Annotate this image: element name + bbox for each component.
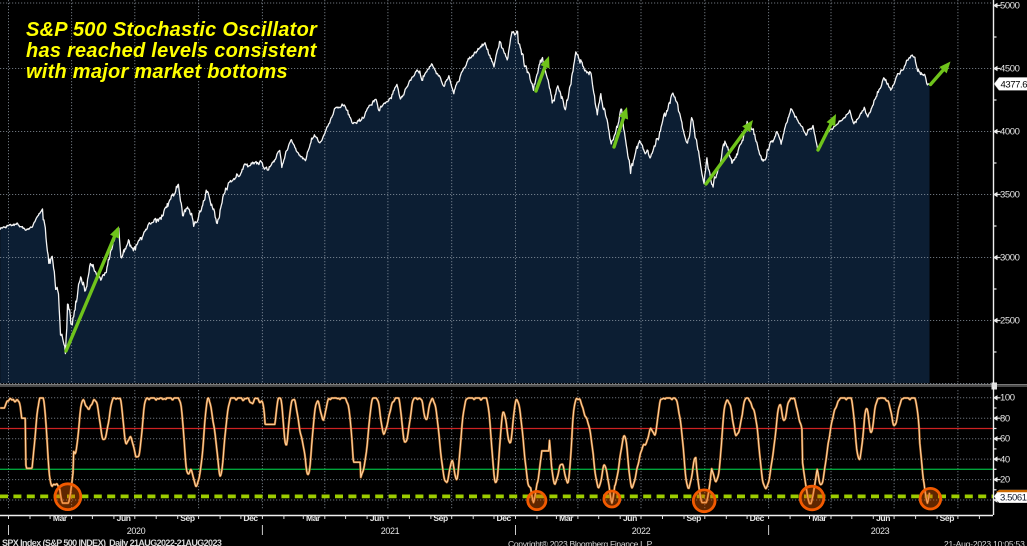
- svg-text:3.5061: 3.5061: [1000, 493, 1027, 504]
- svg-text:4377.60: 4377.60: [1001, 79, 1027, 90]
